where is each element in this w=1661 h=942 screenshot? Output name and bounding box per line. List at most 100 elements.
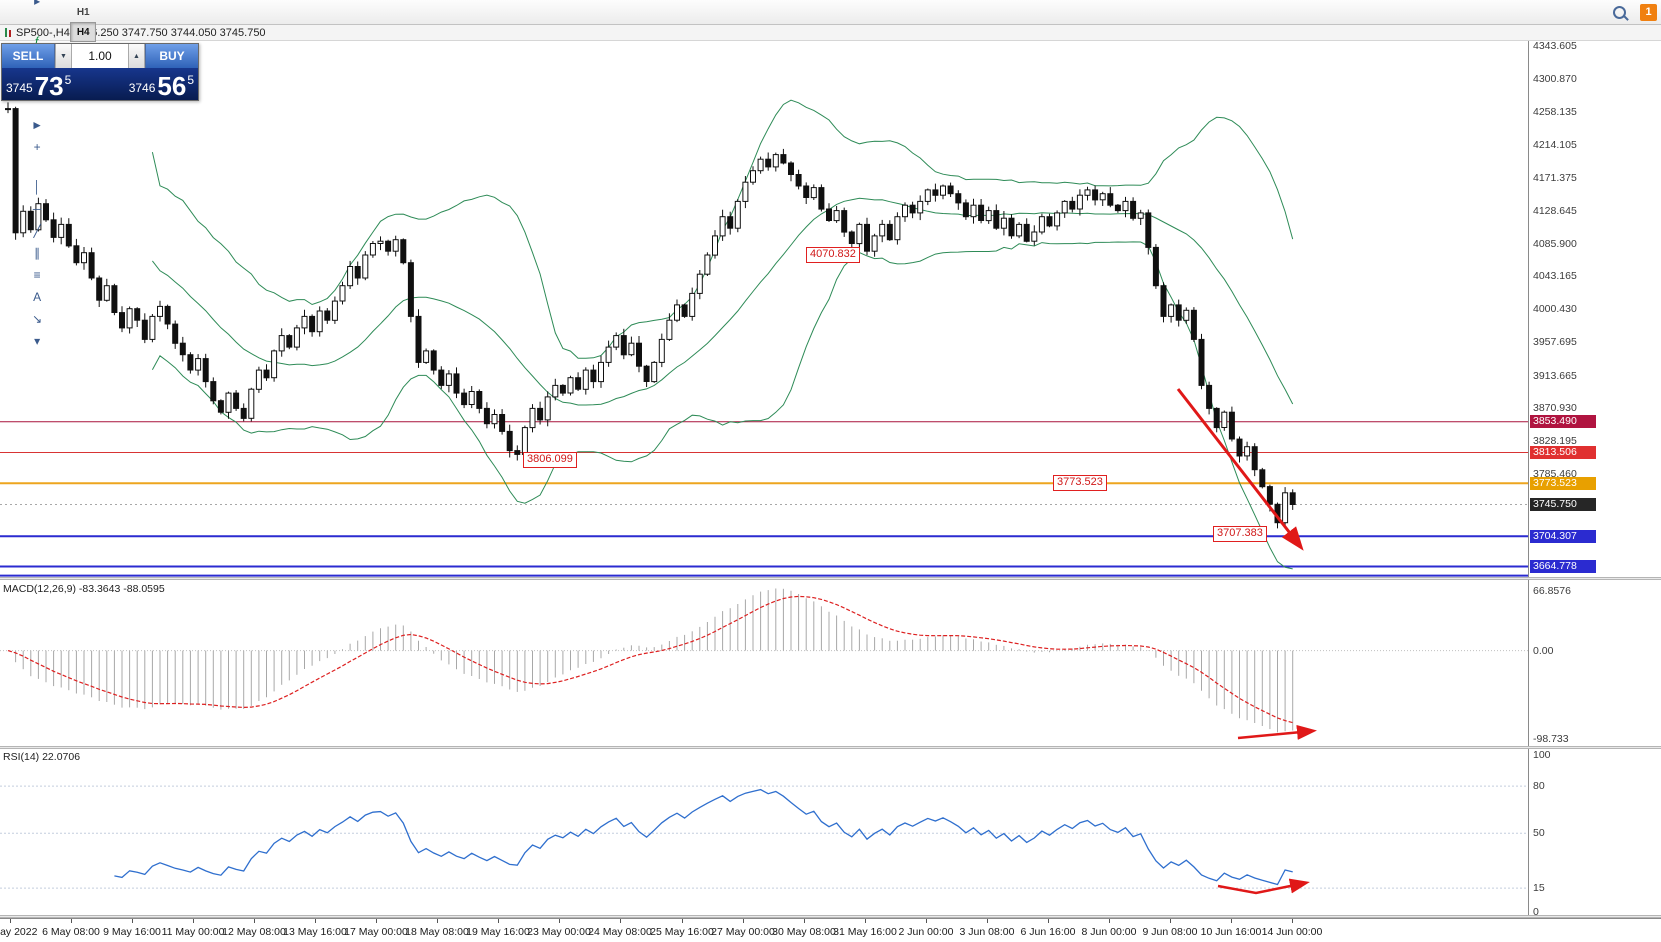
bid-price: 3745 73 5: [2, 73, 100, 100]
volume-up-stepper[interactable]: ▲: [128, 44, 145, 68]
time-tick: [71, 919, 72, 923]
time-tick: [620, 919, 621, 923]
buy-button[interactable]: BUY: [145, 44, 198, 68]
trade-controls-row: SELL ▼ ▲ BUY: [2, 44, 198, 68]
toolbar: ▤新订单◆◉⊞▶自动交易▥▊≈⊕⊖▦►▸ƒ◔▨►+│─╱∥≡A↘▾ M1M5M1…: [0, 0, 1661, 348]
time-label: 2 Jun 00:00: [898, 926, 954, 938]
macd-header: MACD(12,26,9) -83.3643 -88.0595: [3, 583, 165, 595]
candlestick-series[interactable]: [5, 102, 1296, 529]
splitter-macd-rsi[interactable]: [0, 746, 1661, 749]
rsi-flat-arrow: [1217, 878, 1310, 895]
time-label: 9 Jun 08:00: [1142, 926, 1198, 938]
bid-big: 73: [34, 73, 64, 100]
tf-H1[interactable]: H1: [76, 6, 90, 18]
time-tick: [1170, 919, 1171, 923]
ask-price: 3746 56 5: [100, 73, 198, 100]
time-label: 12 May 08:00: [222, 926, 286, 938]
rsi-indicator: [0, 785, 1528, 889]
volume-down-stepper[interactable]: ▼: [55, 44, 72, 68]
time-label: 18 May 08:00: [405, 926, 469, 938]
time-tick: [437, 919, 438, 923]
tf-H4[interactable]: H4: [70, 22, 97, 42]
text-label-button[interactable]: A: [5, 286, 69, 308]
toolbar-right: 1: [1604, 1, 1657, 23]
time-tick: [376, 919, 377, 923]
time-label: 6 Jun 16:00: [1020, 926, 1076, 938]
indicators-button[interactable]: ƒ: [5, 30, 69, 52]
price-down-arrow: [1176, 388, 1304, 551]
time-label: 31 May 16:00: [833, 926, 897, 938]
time-tick: [193, 919, 194, 923]
time-tick: [1109, 919, 1110, 923]
chart-title-bar: SP500-,H4 3746.250 3747.750 3744.050 374…: [0, 25, 1661, 41]
time-label: 27 May 00:00: [711, 926, 775, 938]
time-tick: [132, 919, 133, 923]
volume-input[interactable]: [72, 44, 128, 68]
search-icon: [1612, 5, 1626, 19]
channel-button[interactable]: ∥: [5, 242, 69, 264]
search-button[interactable]: [1605, 1, 1633, 23]
time-label: 23 May 00:00: [527, 926, 591, 938]
notification-badge[interactable]: 1: [1640, 3, 1657, 21]
bid-sup: 5: [64, 73, 72, 87]
time-label: 11 May 00:00: [161, 926, 225, 938]
time-label: 13 May 16:00: [283, 926, 347, 938]
time-tick: [743, 919, 744, 923]
time-tick: [1292, 919, 1293, 923]
trend-arrows[interactable]: [1176, 388, 1317, 895]
trendline-icon: ╱: [33, 224, 41, 238]
time-tick: [498, 919, 499, 923]
time-tick: [315, 919, 316, 923]
rsi-header: RSI(14) 22.0706: [3, 751, 81, 763]
time-tick: [926, 919, 927, 923]
chart-icon: [4, 28, 12, 37]
macd-indicator: [0, 588, 1528, 733]
vertical-line-button[interactable]: │: [5, 176, 69, 198]
arrows-tool-icon: ↘: [32, 312, 43, 326]
channel-icon: ∥: [34, 246, 41, 260]
crosshair-icon: +: [33, 140, 41, 154]
time-label: 24 May 08:00: [588, 926, 652, 938]
time-label: 14 Jun 00:00: [1261, 926, 1323, 938]
fibonacci-icon: ≡: [33, 268, 41, 282]
ask-sup: 5: [187, 73, 194, 87]
time-tick: [254, 919, 255, 923]
axis-separator: [1528, 41, 1529, 918]
macd-flat-arrow: [1237, 724, 1317, 740]
time-label: 8 Jun 00:00: [1081, 926, 1137, 938]
time-label: 10 Jun 16:00: [1200, 926, 1262, 938]
time-label: 19 May 16:00: [466, 926, 530, 938]
time-label: 2 May 2022: [0, 926, 38, 938]
time-tick: [559, 919, 560, 923]
fibonacci-button[interactable]: ≡: [5, 264, 69, 286]
time-label: 3 Jun 08:00: [959, 926, 1015, 938]
shapes-dropdown-button[interactable]: ▾: [5, 330, 69, 352]
horizontal-line-icon: ─: [32, 202, 42, 216]
horizontal-line-button[interactable]: ─: [5, 198, 69, 220]
time-label: 17 May 00:00: [344, 926, 408, 938]
crosshair-button[interactable]: +: [5, 136, 69, 158]
trendline-button[interactable]: ╱: [5, 220, 69, 242]
indicators-icon: ƒ: [33, 34, 41, 48]
time-tick: [865, 919, 866, 923]
sell-button[interactable]: SELL: [2, 44, 55, 68]
time-tick: [987, 919, 988, 923]
chart-shift-button[interactable]: ▸: [5, 0, 69, 12]
time-label: 6 May 08:00: [42, 926, 100, 938]
splitter-main-macd[interactable]: [0, 577, 1661, 580]
ask-big: 56: [157, 73, 187, 100]
arrows-tool-button[interactable]: ↘: [5, 308, 69, 330]
time-label: 9 May 16:00: [103, 926, 161, 938]
ask-prefix: 3746: [128, 81, 156, 95]
text-label-icon: A: [33, 290, 42, 304]
chart-shift-icon: ▸: [34, 0, 41, 8]
time-tick: [10, 919, 11, 923]
time-tick: [1048, 919, 1049, 923]
cursor-button[interactable]: ►: [5, 114, 69, 136]
splitter-rsi-axis[interactable]: [0, 915, 1661, 918]
one-click-trading-panel: SELL ▼ ▲ BUY 3745 73 5 3746 56 5: [1, 43, 199, 101]
time-label: 25 May 16:00: [650, 926, 714, 938]
horizontal-level-lines[interactable]: [0, 421, 1528, 577]
